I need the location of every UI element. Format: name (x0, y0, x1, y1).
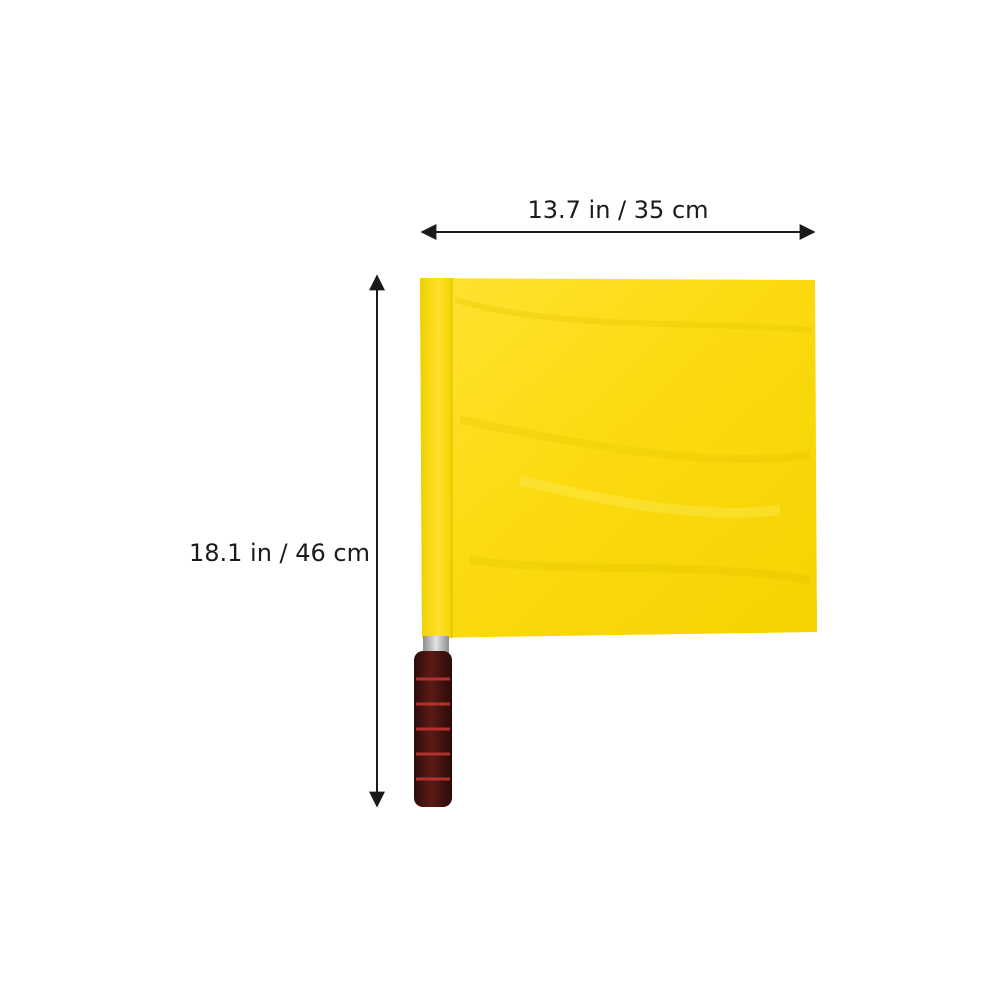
flag-pole (423, 636, 449, 654)
flag-cloth (420, 278, 817, 638)
height-dimension-label: 18.1 in / 46 cm (188, 539, 370, 567)
handle-grip (414, 651, 452, 807)
width-dimension-label: 13.7 in / 35 cm (527, 196, 709, 224)
